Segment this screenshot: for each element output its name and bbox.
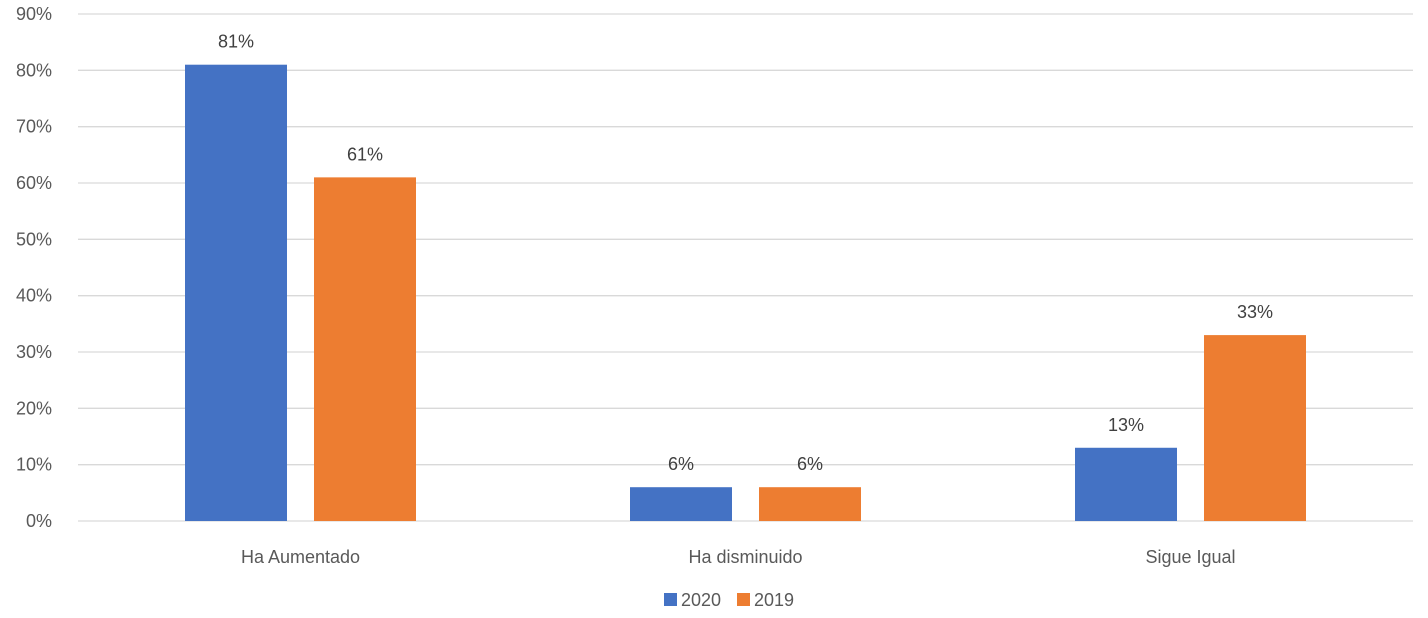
y-tick-label: 40% — [16, 286, 52, 306]
y-tick-label: 90% — [16, 4, 52, 24]
data-label: 6% — [668, 454, 694, 474]
y-tick-label: 50% — [16, 229, 52, 249]
legend: 2020 2019 — [664, 590, 794, 610]
y-tick-label: 80% — [16, 60, 52, 80]
legend-swatch — [664, 593, 677, 606]
bar-2019-0 — [314, 177, 416, 521]
data-label: 33% — [1237, 302, 1273, 322]
y-tick-label: 70% — [16, 117, 52, 137]
legend-item-2019: 2019 — [737, 590, 794, 610]
data-label: 6% — [797, 454, 823, 474]
x-category-label: Ha Aumentado — [241, 547, 360, 567]
bar-2019-2 — [1204, 335, 1306, 521]
bar-2020-1 — [630, 487, 732, 521]
legend-label: 2020 — [681, 590, 721, 610]
data-label: 13% — [1108, 415, 1144, 435]
bars — [185, 64, 1306, 521]
bar-2020-0 — [185, 64, 287, 521]
legend-swatch — [737, 593, 750, 606]
y-tick-label: 10% — [16, 455, 52, 475]
bar-2020-2 — [1075, 447, 1177, 521]
data-labels: 81% 61% 6% 6% 13% 33% — [218, 32, 1273, 475]
x-category-label: Ha disminuido — [688, 547, 802, 567]
y-axis-tick-labels: 0% 10% 20% 30% 40% 50% 60% 70% 80% 90% — [16, 4, 52, 531]
y-tick-label: 60% — [16, 173, 52, 193]
y-tick-label: 30% — [16, 342, 52, 362]
gridlines — [78, 13, 1413, 522]
legend-item-2020: 2020 — [664, 590, 721, 610]
x-axis-category-labels: Ha Aumentado Ha disminuido Sigue Igual — [241, 547, 1236, 567]
data-label: 61% — [347, 144, 383, 164]
y-tick-label: 20% — [16, 398, 52, 418]
bar-2019-1 — [759, 487, 861, 521]
y-tick-label: 0% — [26, 511, 52, 531]
data-label: 81% — [218, 32, 254, 52]
legend-label: 2019 — [754, 590, 794, 610]
x-category-label: Sigue Igual — [1145, 547, 1235, 567]
